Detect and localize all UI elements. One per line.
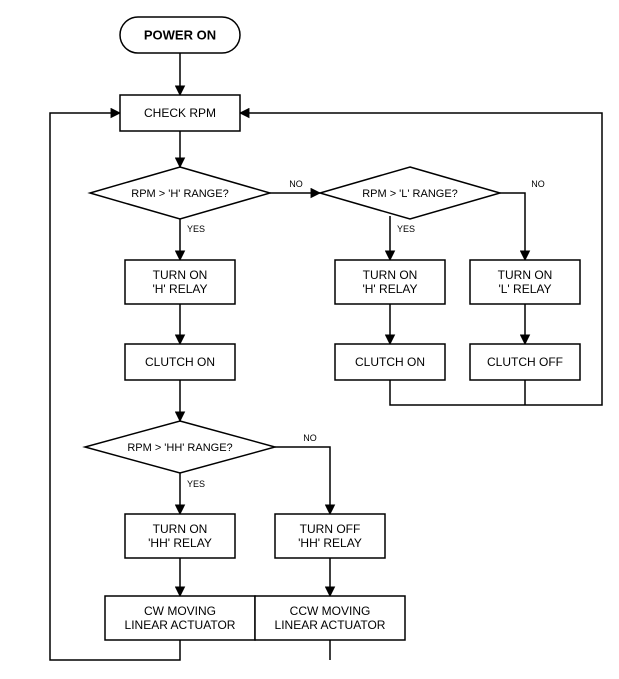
node-label-clutch_on_r: CLUTCH ON	[355, 355, 425, 369]
node-power_on: POWER ON	[120, 17, 240, 53]
node-clutch_on_r: CLUTCH ON	[335, 344, 445, 380]
node-label-l_relay-line1: 'L' RELAY	[498, 282, 551, 296]
node-hh_off: TURN OFF'HH' RELAY	[275, 514, 385, 558]
node-label-h_relay_left-line0: TURN ON	[153, 268, 208, 282]
node-label-d_l: RPM > 'L' RANGE?	[362, 188, 458, 200]
nodes-layer: POWER ON CHECK RPM RPM > 'H' RANGE? RPM > '…	[85, 17, 580, 640]
edge-label-11: NO	[303, 433, 317, 443]
node-label-cw_act-line1: LINEAR ACTUATOR	[125, 618, 236, 632]
node-ccw_act: CCW MOVINGLINEAR ACTUATOR	[255, 596, 405, 640]
node-label-hh_off-line1: 'HH' RELAY	[298, 536, 362, 550]
node-label-h_relay_left-line1: 'H' RELAY	[152, 282, 207, 296]
edge-label-2: YES	[187, 224, 205, 234]
node-d_l: RPM > 'L' RANGE?	[320, 167, 500, 219]
edge-5	[500, 193, 525, 260]
edge-label-10: YES	[187, 479, 205, 489]
edge-label-4: YES	[397, 224, 415, 234]
node-cw_act: CW MOVINGLINEAR ACTUATOR	[105, 596, 255, 640]
node-label-hh_on-line0: TURN ON	[153, 522, 208, 536]
node-h_relay_left: TURN ON'H' RELAY	[125, 260, 235, 304]
edge-label-3: NO	[289, 179, 303, 189]
node-clutch_on_l: CLUTCH ON	[125, 344, 235, 380]
node-label-power_on: POWER ON	[144, 28, 216, 43]
node-label-h_relay_right-line1: 'H' RELAY	[362, 282, 417, 296]
node-label-d_h: RPM > 'H' RANGE?	[131, 188, 228, 200]
edge-11	[275, 447, 330, 514]
node-label-clutch_off: CLUTCH OFF	[487, 355, 563, 369]
node-label-hh_on-line1: 'HH' RELAY	[148, 536, 212, 550]
node-label-clutch_on_l: CLUTCH ON	[145, 355, 215, 369]
node-clutch_off: CLUTCH OFF	[470, 344, 580, 380]
node-label-h_relay_right-line0: TURN ON	[363, 268, 418, 282]
node-label-ccw_act-line1: LINEAR ACTUATOR	[275, 618, 386, 632]
node-label-ccw_act-line0: CCW MOVING	[290, 604, 371, 618]
node-label-d_hh: RPM > 'HH' RANGE?	[127, 442, 232, 454]
flowchart-canvas: YES NO YES NO YES NO POWER ON CHECK RPM RPM > 'H…	[0, 0, 619, 679]
node-l_relay: TURN ON'L' RELAY	[470, 260, 580, 304]
node-label-cw_act-line0: CW MOVING	[144, 604, 216, 618]
node-h_relay_right: TURN ON'H' RELAY	[335, 260, 445, 304]
node-d_h: RPM > 'H' RANGE?	[90, 167, 270, 219]
node-label-l_relay-line0: TURN ON	[498, 268, 553, 282]
node-hh_on: TURN ON'HH' RELAY	[125, 514, 235, 558]
node-label-hh_off-line0: TURN OFF	[300, 522, 361, 536]
node-d_hh: RPM > 'HH' RANGE?	[85, 421, 275, 473]
node-check_rpm: CHECK RPM	[120, 95, 240, 131]
edge-label-5: NO	[531, 179, 545, 189]
node-label-check_rpm: CHECK RPM	[144, 106, 216, 120]
